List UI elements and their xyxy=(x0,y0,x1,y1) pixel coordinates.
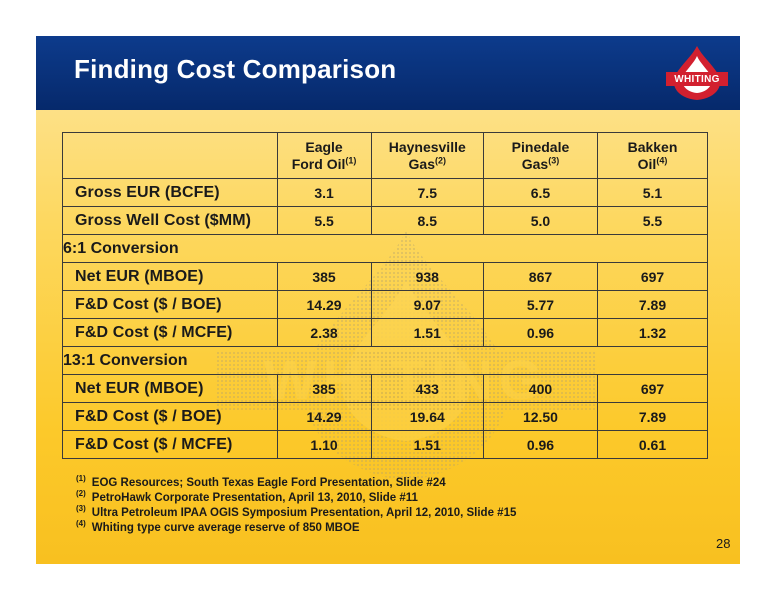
footnote-text: EOG Resources; South Texas Eagle Ford Pr… xyxy=(91,477,446,489)
logo-text: WHITING xyxy=(674,74,720,85)
footnote: (4) Whiting type curve average reserve of… xyxy=(76,519,516,536)
table-row: Net EUR (MBOE) 385 433 400 697 xyxy=(62,374,709,403)
row-label: F&D Cost ($ / MCFE) xyxy=(62,318,278,347)
oil-drop-icon xyxy=(666,46,728,100)
table-row: F&D Cost ($ / MCFE) 2.38 1.51 0.96 1.32 xyxy=(62,318,709,347)
row-label: F&D Cost ($ / MCFE) xyxy=(62,430,278,459)
row-label: F&D Cost ($ / BOE) xyxy=(62,290,278,319)
table-cell: 5.5 xyxy=(596,206,709,235)
header-blank-cell xyxy=(62,132,278,179)
column-header-line1: Haynesville xyxy=(388,138,466,155)
row-label: Net EUR (MBOE) xyxy=(62,374,278,403)
row-label: Gross Well Cost ($MM) xyxy=(62,206,278,235)
section-title: 6:1 Conversion xyxy=(62,234,708,263)
row-label: Gross EUR (BCFE) xyxy=(62,178,278,207)
table-cell: 14.29 xyxy=(276,290,372,319)
footnote-ref: (1) xyxy=(345,154,357,165)
column-header-line2: Ford Oil xyxy=(291,155,346,172)
table-cell: 3.1 xyxy=(276,178,372,207)
header-bar: Finding Cost Comparison WHITING xyxy=(36,36,740,110)
table-cell: 5.1 xyxy=(596,178,709,207)
column-header-line1: Eagle xyxy=(305,138,343,155)
table-cell: 5.0 xyxy=(482,206,598,235)
footnote-ref: (2) xyxy=(76,489,86,499)
table-cell: 400 xyxy=(482,374,598,403)
table-cell: 5.77 xyxy=(482,290,598,319)
column-header-haynesville: Haynesville Gas(2) xyxy=(370,132,484,179)
footnotes: (1) EOG Resources; South Texas Eagle Ford… xyxy=(76,474,517,536)
table-cell: 385 xyxy=(276,374,372,403)
column-header-line1: Pinedale xyxy=(511,138,570,155)
table-cell: 433 xyxy=(370,374,484,403)
table-cell: 9.07 xyxy=(370,290,484,319)
table-row: Net EUR (MBOE) 385 938 867 697 xyxy=(62,262,709,291)
table-cell: 6.5 xyxy=(482,178,598,207)
table-cell: 385 xyxy=(276,262,372,291)
table-cell: 697 xyxy=(596,374,709,403)
slide-title: Finding Cost Comparison xyxy=(74,54,397,84)
table-cell: 7.89 xyxy=(596,290,709,319)
table-cell: 8.5 xyxy=(370,206,484,235)
table-row: F&D Cost ($ / BOE) 14.29 9.07 5.77 7.89 xyxy=(62,290,709,319)
footnote-ref: (1) xyxy=(76,474,86,484)
footnote: (1) EOG Resources; South Texas Eagle Ford… xyxy=(76,474,516,491)
column-header-line2: Gas xyxy=(521,155,549,172)
table-cell: 5.5 xyxy=(276,206,372,235)
column-header-line1: Bakken xyxy=(627,138,678,155)
table-cell: 697 xyxy=(596,262,709,291)
table-cell: 1.10 xyxy=(276,430,372,459)
section-header-row: 6:1 Conversion xyxy=(62,234,708,263)
finding-cost-table: Eagle Ford Oil(1) Haynesville Gas(2) Pin… xyxy=(62,132,709,459)
table-row: F&D Cost ($ / BOE) 14.29 19.64 12.50 7.8… xyxy=(62,402,709,431)
table-cell: 938 xyxy=(370,262,484,291)
footnote-text: Ultra Petroleum IPAA OGIS Symposium Pres… xyxy=(91,507,517,519)
table-cell: 1.51 xyxy=(370,430,484,459)
slide: Finding Cost Comparison WHITING WHITING … xyxy=(36,36,740,564)
footnote-ref: (4) xyxy=(656,154,668,165)
column-header-bakken: Bakken Oil(4) xyxy=(596,132,709,179)
table-cell: 1.32 xyxy=(596,318,709,347)
row-label: Net EUR (MBOE) xyxy=(62,262,278,291)
column-header-eagle-ford: Eagle Ford Oil(1) xyxy=(276,132,372,179)
footnote: (2) PetroHawk Corporate Presentation, Apr… xyxy=(76,489,516,506)
footnote-ref: (3) xyxy=(76,504,86,514)
section-title: 13:1 Conversion xyxy=(62,346,708,375)
table-row: Gross Well Cost ($MM) 5.5 8.5 5.0 5.5 xyxy=(62,206,709,235)
footnote: (3) Ultra Petroleum IPAA OGIS Symposium P… xyxy=(76,504,517,521)
table-cell: 0.96 xyxy=(482,430,598,459)
column-header-line2: Gas xyxy=(408,155,435,172)
table-cell: 14.29 xyxy=(276,402,372,431)
table-cell: 12.50 xyxy=(482,402,598,431)
footnote-ref: (2) xyxy=(434,154,446,165)
table-row: F&D Cost ($ / MCFE) 1.10 1.51 0.96 0.61 xyxy=(62,430,709,459)
footnote-text: PetroHawk Corporate Presentation, April … xyxy=(91,492,418,504)
footnote-text: Whiting type curve average reserve of 85… xyxy=(91,522,360,534)
row-label: F&D Cost ($ / BOE) xyxy=(62,402,278,431)
whiting-logo: WHITING xyxy=(664,42,734,104)
footnote-ref: (4) xyxy=(76,519,86,529)
column-header-pinedale: Pinedale Gas(3) xyxy=(482,132,598,179)
table-cell: 0.61 xyxy=(596,430,709,459)
table-row: Gross EUR (BCFE) 3.1 7.5 6.5 5.1 xyxy=(62,178,709,207)
table-cell: 2.38 xyxy=(276,318,372,347)
table-header-row: Eagle Ford Oil(1) Haynesville Gas(2) Pin… xyxy=(62,132,709,179)
table-cell: 7.89 xyxy=(596,402,709,431)
table-cell: 0.96 xyxy=(482,318,598,347)
footnote-ref: (3) xyxy=(548,154,560,165)
table-cell: 1.51 xyxy=(370,318,484,347)
column-header-line2: Oil xyxy=(637,155,657,172)
table-cell: 867 xyxy=(482,262,598,291)
page-number: 28 xyxy=(716,536,731,551)
table-cell: 7.5 xyxy=(370,178,484,207)
table-cell: 19.64 xyxy=(370,402,484,431)
section-header-row: 13:1 Conversion xyxy=(62,346,708,375)
